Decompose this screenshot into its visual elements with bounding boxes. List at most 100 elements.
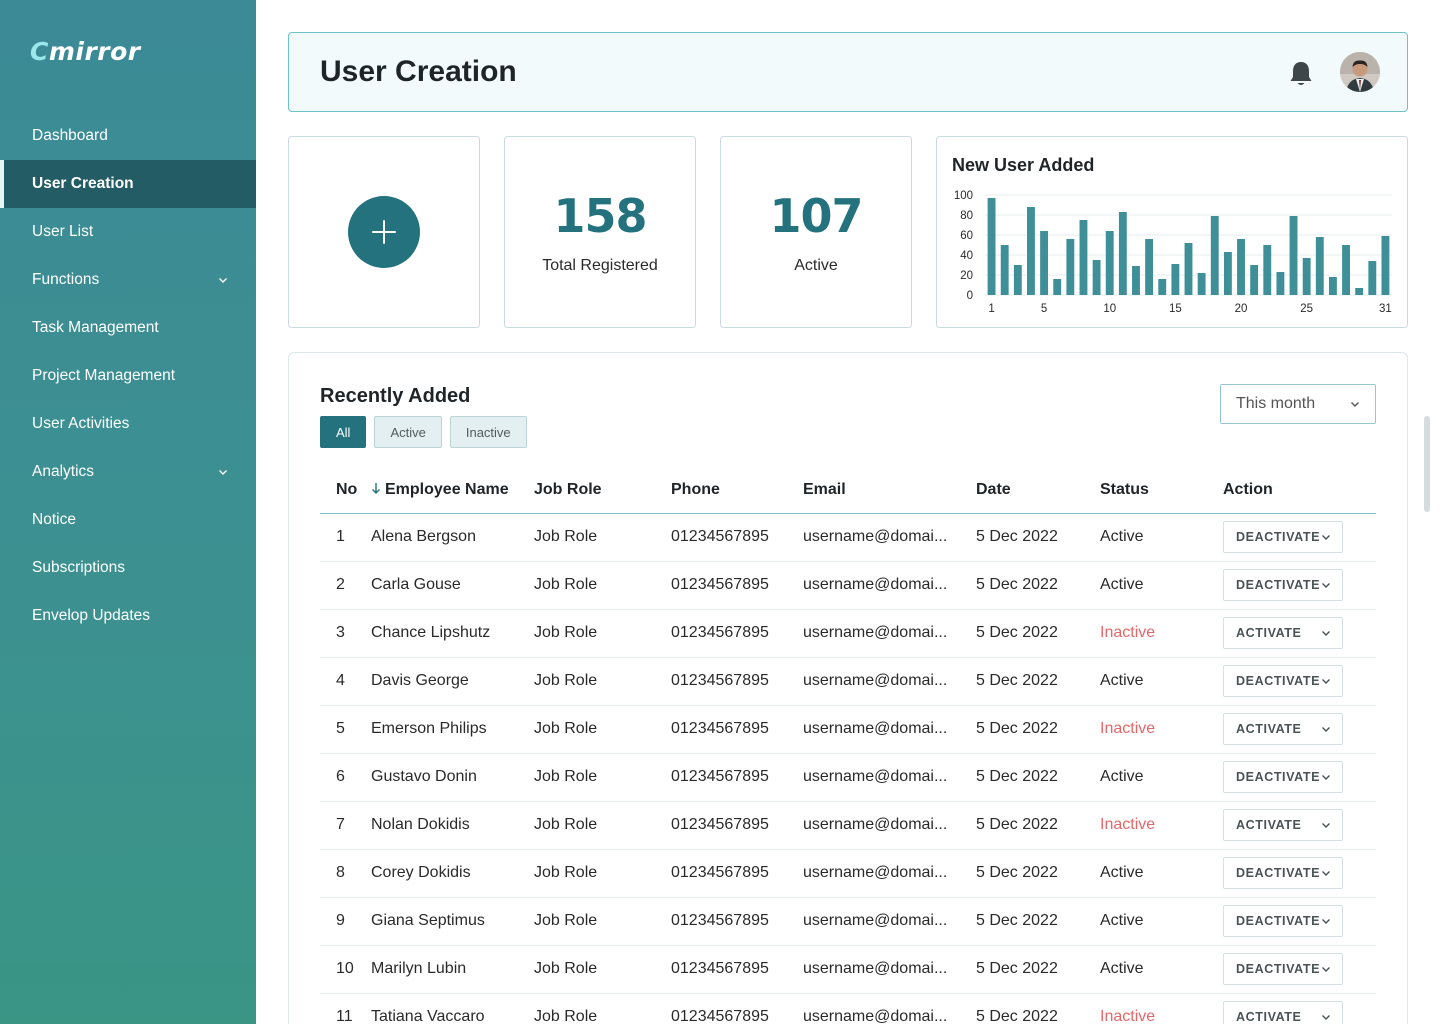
- sidebar-item-dashboard[interactable]: Dashboard: [0, 112, 256, 160]
- chart-bar: [1027, 207, 1035, 295]
- cell-phone: 01234567895: [671, 849, 803, 898]
- cell-email: username@domai...: [803, 945, 976, 994]
- y-tick-label: 60: [960, 230, 973, 242]
- chevron-down-icon: [1320, 771, 1332, 783]
- chart-bar: [1381, 236, 1390, 295]
- column-header-label: Job Role: [534, 480, 602, 498]
- cell-no: 11: [320, 993, 371, 1024]
- cell-action: DEACTIVATE: [1223, 753, 1376, 802]
- chart-bar: [1368, 261, 1377, 295]
- cell-date: 5 Dec 2022: [976, 657, 1100, 706]
- chart-bar: [1328, 277, 1337, 295]
- deactivate-dropdown-button[interactable]: DEACTIVATE: [1223, 521, 1343, 553]
- app-logo[interactable]: Cmirror: [30, 34, 141, 68]
- sidebar-item-user-activities[interactable]: User Activities: [0, 400, 256, 448]
- chart-bar: [1237, 239, 1245, 295]
- cell-status: Inactive: [1100, 993, 1223, 1024]
- action-label: ACTIVATE: [1236, 722, 1302, 736]
- cell-no: 5: [320, 705, 371, 754]
- cell-no: 1: [320, 513, 371, 562]
- cell-action: ACTIVATE: [1223, 609, 1376, 658]
- deactivate-dropdown-button[interactable]: DEACTIVATE: [1223, 569, 1343, 601]
- cell-status: Inactive: [1100, 801, 1223, 850]
- sidebar-item-envelop-updates[interactable]: Envelop Updates: [0, 592, 256, 640]
- deactivate-dropdown-button[interactable]: DEACTIVATE: [1223, 905, 1343, 937]
- sidebar-item-task-management[interactable]: Task Management: [0, 304, 256, 352]
- column-header-label: Email: [803, 480, 846, 498]
- deactivate-dropdown-button[interactable]: DEACTIVATE: [1223, 953, 1343, 985]
- activate-dropdown-button[interactable]: ACTIVATE: [1223, 1001, 1343, 1024]
- cell-role: Job Role: [534, 897, 671, 946]
- cell-action: DEACTIVATE: [1223, 897, 1376, 946]
- cell-status: Active: [1100, 897, 1223, 946]
- sidebar-item-functions[interactable]: Functions: [0, 256, 256, 304]
- chart-bar: [1013, 265, 1022, 295]
- cell-role: Job Role: [534, 657, 671, 706]
- filter-all-button[interactable]: All: [320, 416, 367, 448]
- cell-date: 5 Dec 2022: [976, 753, 1100, 802]
- add-user-card: [288, 136, 480, 328]
- chevron-down-icon: [1320, 915, 1332, 927]
- table-row: 6 Gustavo Donin Job Role 01234567895 usernam…: [320, 753, 1376, 802]
- sidebar-item-subscriptions[interactable]: Subscriptions: [0, 544, 256, 592]
- add-user-button[interactable]: [348, 196, 420, 268]
- sidebar-item-project-management[interactable]: Project Management: [0, 352, 256, 400]
- chart-bar: [987, 198, 996, 295]
- chevron-down-icon: [1351, 402, 1359, 407]
- chart-bar: [1000, 245, 1009, 295]
- cell-date: 5 Dec 2022: [976, 705, 1100, 754]
- chevron-down-icon: [1320, 723, 1332, 735]
- sidebar-item-user-list[interactable]: User List: [0, 208, 256, 256]
- chart-bar: [1079, 220, 1088, 295]
- column-header-employee-name[interactable]: Employee Name: [371, 467, 534, 514]
- chart-bar: [1184, 243, 1193, 295]
- period-dropdown[interactable]: This month: [1220, 384, 1376, 424]
- activate-dropdown-button[interactable]: ACTIVATE: [1223, 617, 1343, 649]
- cell-status: Active: [1100, 657, 1223, 706]
- sidebar-item-analytics[interactable]: Analytics: [0, 448, 256, 496]
- activate-dropdown-button[interactable]: ACTIVATE: [1223, 809, 1343, 841]
- filter-inactive-button[interactable]: Inactive: [449, 416, 527, 448]
- cell-name: Marilyn Lubin: [371, 945, 534, 994]
- column-header-label: Date: [976, 480, 1011, 498]
- cell-status: Active: [1100, 513, 1223, 562]
- cell-action: DEACTIVATE: [1223, 945, 1376, 994]
- cell-no: 7: [320, 801, 371, 850]
- action-label: ACTIVATE: [1236, 818, 1302, 832]
- cell-phone: 01234567895: [671, 705, 803, 754]
- cell-role: Job Role: [534, 513, 671, 562]
- x-tick-label: 10: [1103, 303, 1116, 315]
- cell-action: DEACTIVATE: [1223, 849, 1376, 898]
- new-user-chart-card: New User Added 0 20 40 60 80 100 1 5 10 15 20 25 31: [936, 136, 1408, 328]
- chart-bar: [1302, 258, 1311, 295]
- chart-bar: [1132, 266, 1140, 295]
- user-avatar[interactable]: [1340, 52, 1380, 92]
- filter-active-button[interactable]: Active: [374, 416, 442, 448]
- chevron-down-icon: [1320, 675, 1332, 687]
- cell-phone: 01234567895: [671, 753, 803, 802]
- sidebar-item-user-creation[interactable]: User Creation: [0, 160, 256, 208]
- sidebar-item-notice[interactable]: Notice: [0, 496, 256, 544]
- cell-phone: 01234567895: [671, 513, 803, 562]
- logo-wordmark: mirror: [48, 36, 141, 66]
- cell-role: Job Role: [534, 705, 671, 754]
- column-header-no: No: [320, 467, 371, 514]
- sort-arrow-down-icon[interactable]: [371, 481, 381, 499]
- action-label: ACTIVATE: [1236, 1010, 1302, 1024]
- column-header-phone: Phone: [671, 467, 803, 514]
- deactivate-dropdown-button[interactable]: DEACTIVATE: [1223, 665, 1343, 697]
- deactivate-dropdown-button[interactable]: DEACTIVATE: [1223, 761, 1343, 793]
- action-label: DEACTIVATE: [1236, 578, 1321, 592]
- cell-name: Giana Septimus: [371, 897, 534, 946]
- bell-icon[interactable]: [1289, 60, 1313, 93]
- cell-date: 5 Dec 2022: [976, 897, 1100, 946]
- cell-status: Active: [1100, 945, 1223, 994]
- page-scrollbar[interactable]: [1424, 416, 1430, 512]
- activate-dropdown-button[interactable]: ACTIVATE: [1223, 713, 1343, 745]
- cell-email: username@domai...: [803, 897, 976, 946]
- chevron-down-icon: [1320, 531, 1332, 543]
- deactivate-dropdown-button[interactable]: DEACTIVATE: [1223, 857, 1343, 889]
- cell-no: 3: [320, 609, 371, 658]
- y-tick-label: 80: [960, 210, 973, 222]
- cell-action: ACTIVATE: [1223, 993, 1376, 1024]
